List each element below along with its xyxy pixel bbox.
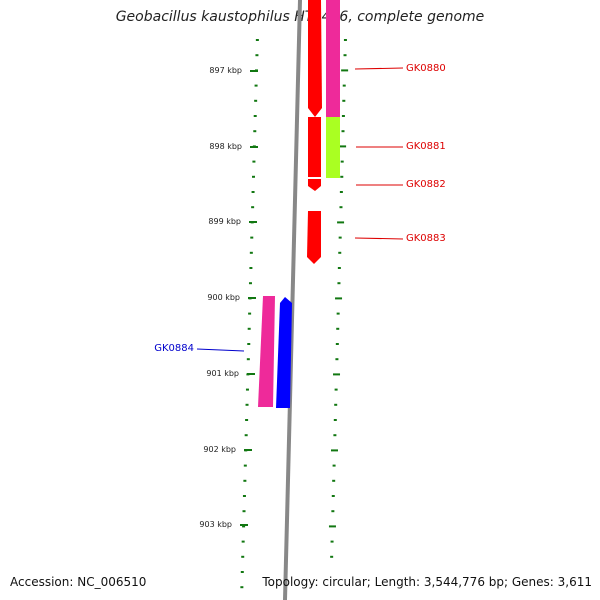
right-tick-track bbox=[328, 39, 349, 558]
accession-text: Accession: NC_006510 bbox=[10, 575, 147, 589]
tick-label-903: 903 kbp bbox=[199, 520, 232, 529]
gene-gk0884-blue[interactable] bbox=[276, 297, 292, 408]
leader-gk0883 bbox=[354, 237, 404, 240]
label-gk0880[interactable]: GK0880 bbox=[406, 63, 446, 74]
gene-gk0881-red[interactable] bbox=[308, 117, 321, 177]
left-tick-track bbox=[240, 39, 259, 589]
tick-label-900: 900 kbp bbox=[207, 293, 240, 302]
label-gk0883[interactable]: GK0883 bbox=[406, 233, 446, 244]
label-gk0881[interactable]: GK0881 bbox=[406, 141, 446, 152]
leader-gk0884 bbox=[196, 348, 245, 352]
tick-label-901: 901 kbp bbox=[206, 369, 239, 378]
genome-backbone bbox=[283, 0, 302, 600]
gene-gk0884-magenta[interactable] bbox=[258, 296, 275, 407]
forward-strand-genes bbox=[307, 0, 340, 264]
reverse-strand-genes bbox=[258, 296, 292, 408]
label-gk0882[interactable]: GK0882 bbox=[406, 179, 446, 190]
tick-label-897: 897 kbp bbox=[209, 66, 242, 75]
gene-gk0880-magenta[interactable] bbox=[326, 0, 340, 117]
tick-label-902: 902 kbp bbox=[203, 445, 236, 454]
tick-label-898: 898 kbp bbox=[209, 142, 242, 151]
gene-gk0881-green[interactable] bbox=[326, 117, 340, 178]
gene-gk0880-red[interactable] bbox=[308, 0, 322, 117]
label-gk0884[interactable]: GK0884 bbox=[154, 343, 194, 354]
position-ticks: 897 kbp 898 kbp 899 kbp 900 kbp 901 kbp … bbox=[199, 66, 258, 529]
gene-gk0883-red[interactable] bbox=[307, 211, 321, 264]
label-leaders bbox=[196, 67, 404, 352]
gene-gk0882-red[interactable] bbox=[308, 179, 321, 191]
tick-label-899: 899 kbp bbox=[208, 217, 241, 226]
topology-text: Topology: circular; Length: 3,544,776 bp… bbox=[262, 575, 592, 589]
leader-gk0880 bbox=[354, 67, 404, 70]
